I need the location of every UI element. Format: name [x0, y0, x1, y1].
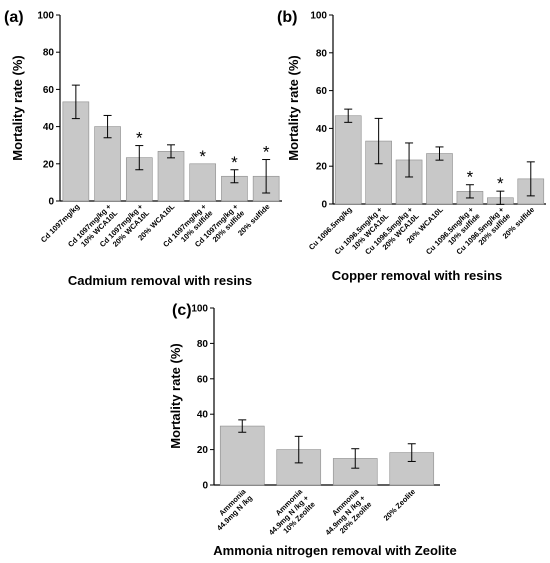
y-tick-label: 80 [43, 48, 55, 59]
y-axis-label: Mortality rate (%) [168, 343, 183, 448]
y-tick-label: 40 [43, 122, 55, 133]
x-tick-label: Ammonia44.9mg N /kg +10% Zeolite [261, 486, 318, 543]
bar [334, 115, 362, 205]
y-tick-label: 60 [197, 374, 209, 385]
y-axis-label: Mortality rate (%) [286, 55, 301, 160]
y-tick-label: 20 [197, 445, 209, 456]
x-tick-label-line: 20% sulfide [236, 202, 272, 238]
y-axis-label: Mortality rate (%) [10, 55, 25, 160]
bar [157, 151, 185, 202]
panel-label: (a) [4, 9, 24, 26]
panel-c: (c) 0 20 40 60 80 100 Mortality rate (%) Ammonia… [168, 302, 457, 558]
x-tick-label: 20% sulfide [236, 202, 272, 238]
y-tick-label: 0 [321, 200, 327, 211]
y-tick-label: 100 [191, 304, 208, 315]
x-tick-label: Ammonia44.9mg N /kg [209, 486, 255, 532]
significance-marker: * [263, 143, 270, 162]
y-tick-label: 20 [43, 159, 55, 170]
significance-marker: * [231, 153, 238, 172]
y-tick-label: 60 [43, 85, 55, 96]
bar [426, 153, 453, 205]
y-tick-label: 100 [37, 11, 54, 22]
x-tick-label: 20% Zeolite [382, 487, 418, 523]
y-tick-label: 100 [310, 11, 327, 22]
panel-caption: Cadmium removal with resins [68, 273, 252, 288]
significance-marker: * [136, 129, 143, 148]
panel-label: (b) [277, 9, 297, 26]
y-tick-label: 40 [197, 410, 209, 421]
panel-label: (c) [172, 302, 192, 319]
x-tick-label: Ammonia44.9mg N /kg +20% Zeolite [317, 486, 374, 543]
x-tick-label-line: 20% Zeolite [382, 487, 418, 523]
bar [189, 163, 217, 202]
bar [219, 425, 265, 486]
y-tick-label: 0 [202, 481, 208, 492]
y-tick-label: 80 [197, 339, 209, 350]
panel-caption: Ammonia nitrogen removal with Zeolite [213, 543, 456, 558]
y-tick-label: 80 [316, 48, 328, 59]
bar [94, 126, 121, 202]
significance-marker: * [497, 174, 504, 193]
y-tick-label: 40 [316, 124, 328, 135]
y-tick-label: 0 [48, 197, 54, 208]
y-tick-label: 20 [316, 162, 328, 173]
panel-caption: Copper removal with resins [332, 268, 503, 283]
significance-marker: * [467, 168, 474, 187]
significance-marker: * [199, 147, 206, 166]
y-tick-label: 60 [316, 86, 328, 97]
